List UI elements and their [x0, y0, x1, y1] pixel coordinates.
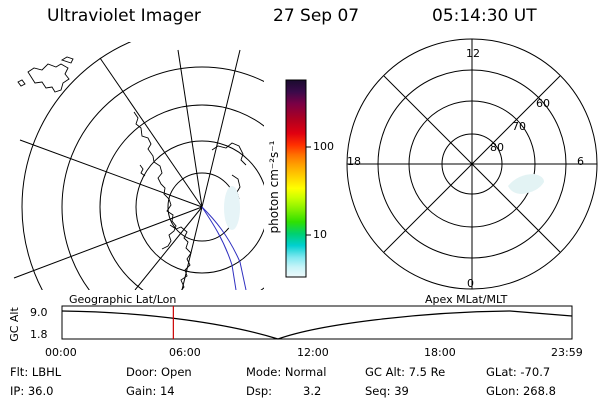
info-door: Door: Open [126, 365, 192, 379]
map-lat-circle [61, 66, 264, 290]
timeline-frame [61, 305, 573, 340]
polar-diagonal [383, 75, 561, 253]
x-tick-2359: 23:59 [551, 346, 583, 359]
aurora-patch [508, 174, 544, 194]
time-label: 05:14:30 UT [432, 6, 537, 26]
x-tick-0000: 00:00 [45, 346, 77, 359]
map-lat-circle [135, 140, 264, 274]
info-glat: GLat: -70.7 [486, 365, 551, 379]
instrument-title: Ultraviolet Imager [47, 6, 201, 26]
colorbar-tick-100: 100 [313, 140, 334, 153]
info-gc-alt: GC Alt: 7.5 Re [365, 365, 446, 379]
mlt-label-0: 0 [467, 277, 474, 290]
info-gain: Gain: 14 [126, 384, 175, 398]
info-ip: IP: 36.0 [10, 384, 54, 398]
colorbar-tick-10: 10 [313, 228, 327, 241]
mlt-label-12: 12 [466, 47, 480, 60]
mlt-label-6: 6 [577, 155, 584, 168]
map-lat-circle [21, 42, 132, 290]
colorbar-gradient [285, 79, 307, 278]
x-tick-0600: 06:00 [169, 346, 201, 359]
timeline-left-caption: Geographic Lat/Lon [69, 293, 177, 306]
lat-label-60: 60 [536, 97, 550, 110]
x-tick-1200: 12:00 [297, 346, 329, 359]
date-label: 27 Sep 07 [273, 6, 360, 26]
map-lat-circle [99, 104, 264, 290]
lat-label-80: 80 [490, 141, 504, 154]
info-mode: Mode: Normal [246, 365, 327, 379]
timeline-right-caption: Apex MLat/MLT [425, 293, 508, 306]
timeline-y-tick-top: 9.0 [30, 306, 48, 319]
info-seq: Seq: 39 [365, 384, 409, 398]
info-dsp-value: 3.2 [303, 384, 322, 398]
lat-label-70: 70 [512, 120, 526, 133]
info-dsp-label: Dsp: [246, 384, 273, 398]
x-tick-1800: 18:00 [424, 346, 456, 359]
mlt-label-18: 18 [347, 155, 361, 168]
info-glon: GLon: 268.8 [486, 384, 556, 398]
info-flt: Flt: LBHL [10, 365, 62, 379]
altitude-curve [61, 310, 573, 340]
timeline-y-tick-bottom: 1.8 [30, 328, 48, 341]
